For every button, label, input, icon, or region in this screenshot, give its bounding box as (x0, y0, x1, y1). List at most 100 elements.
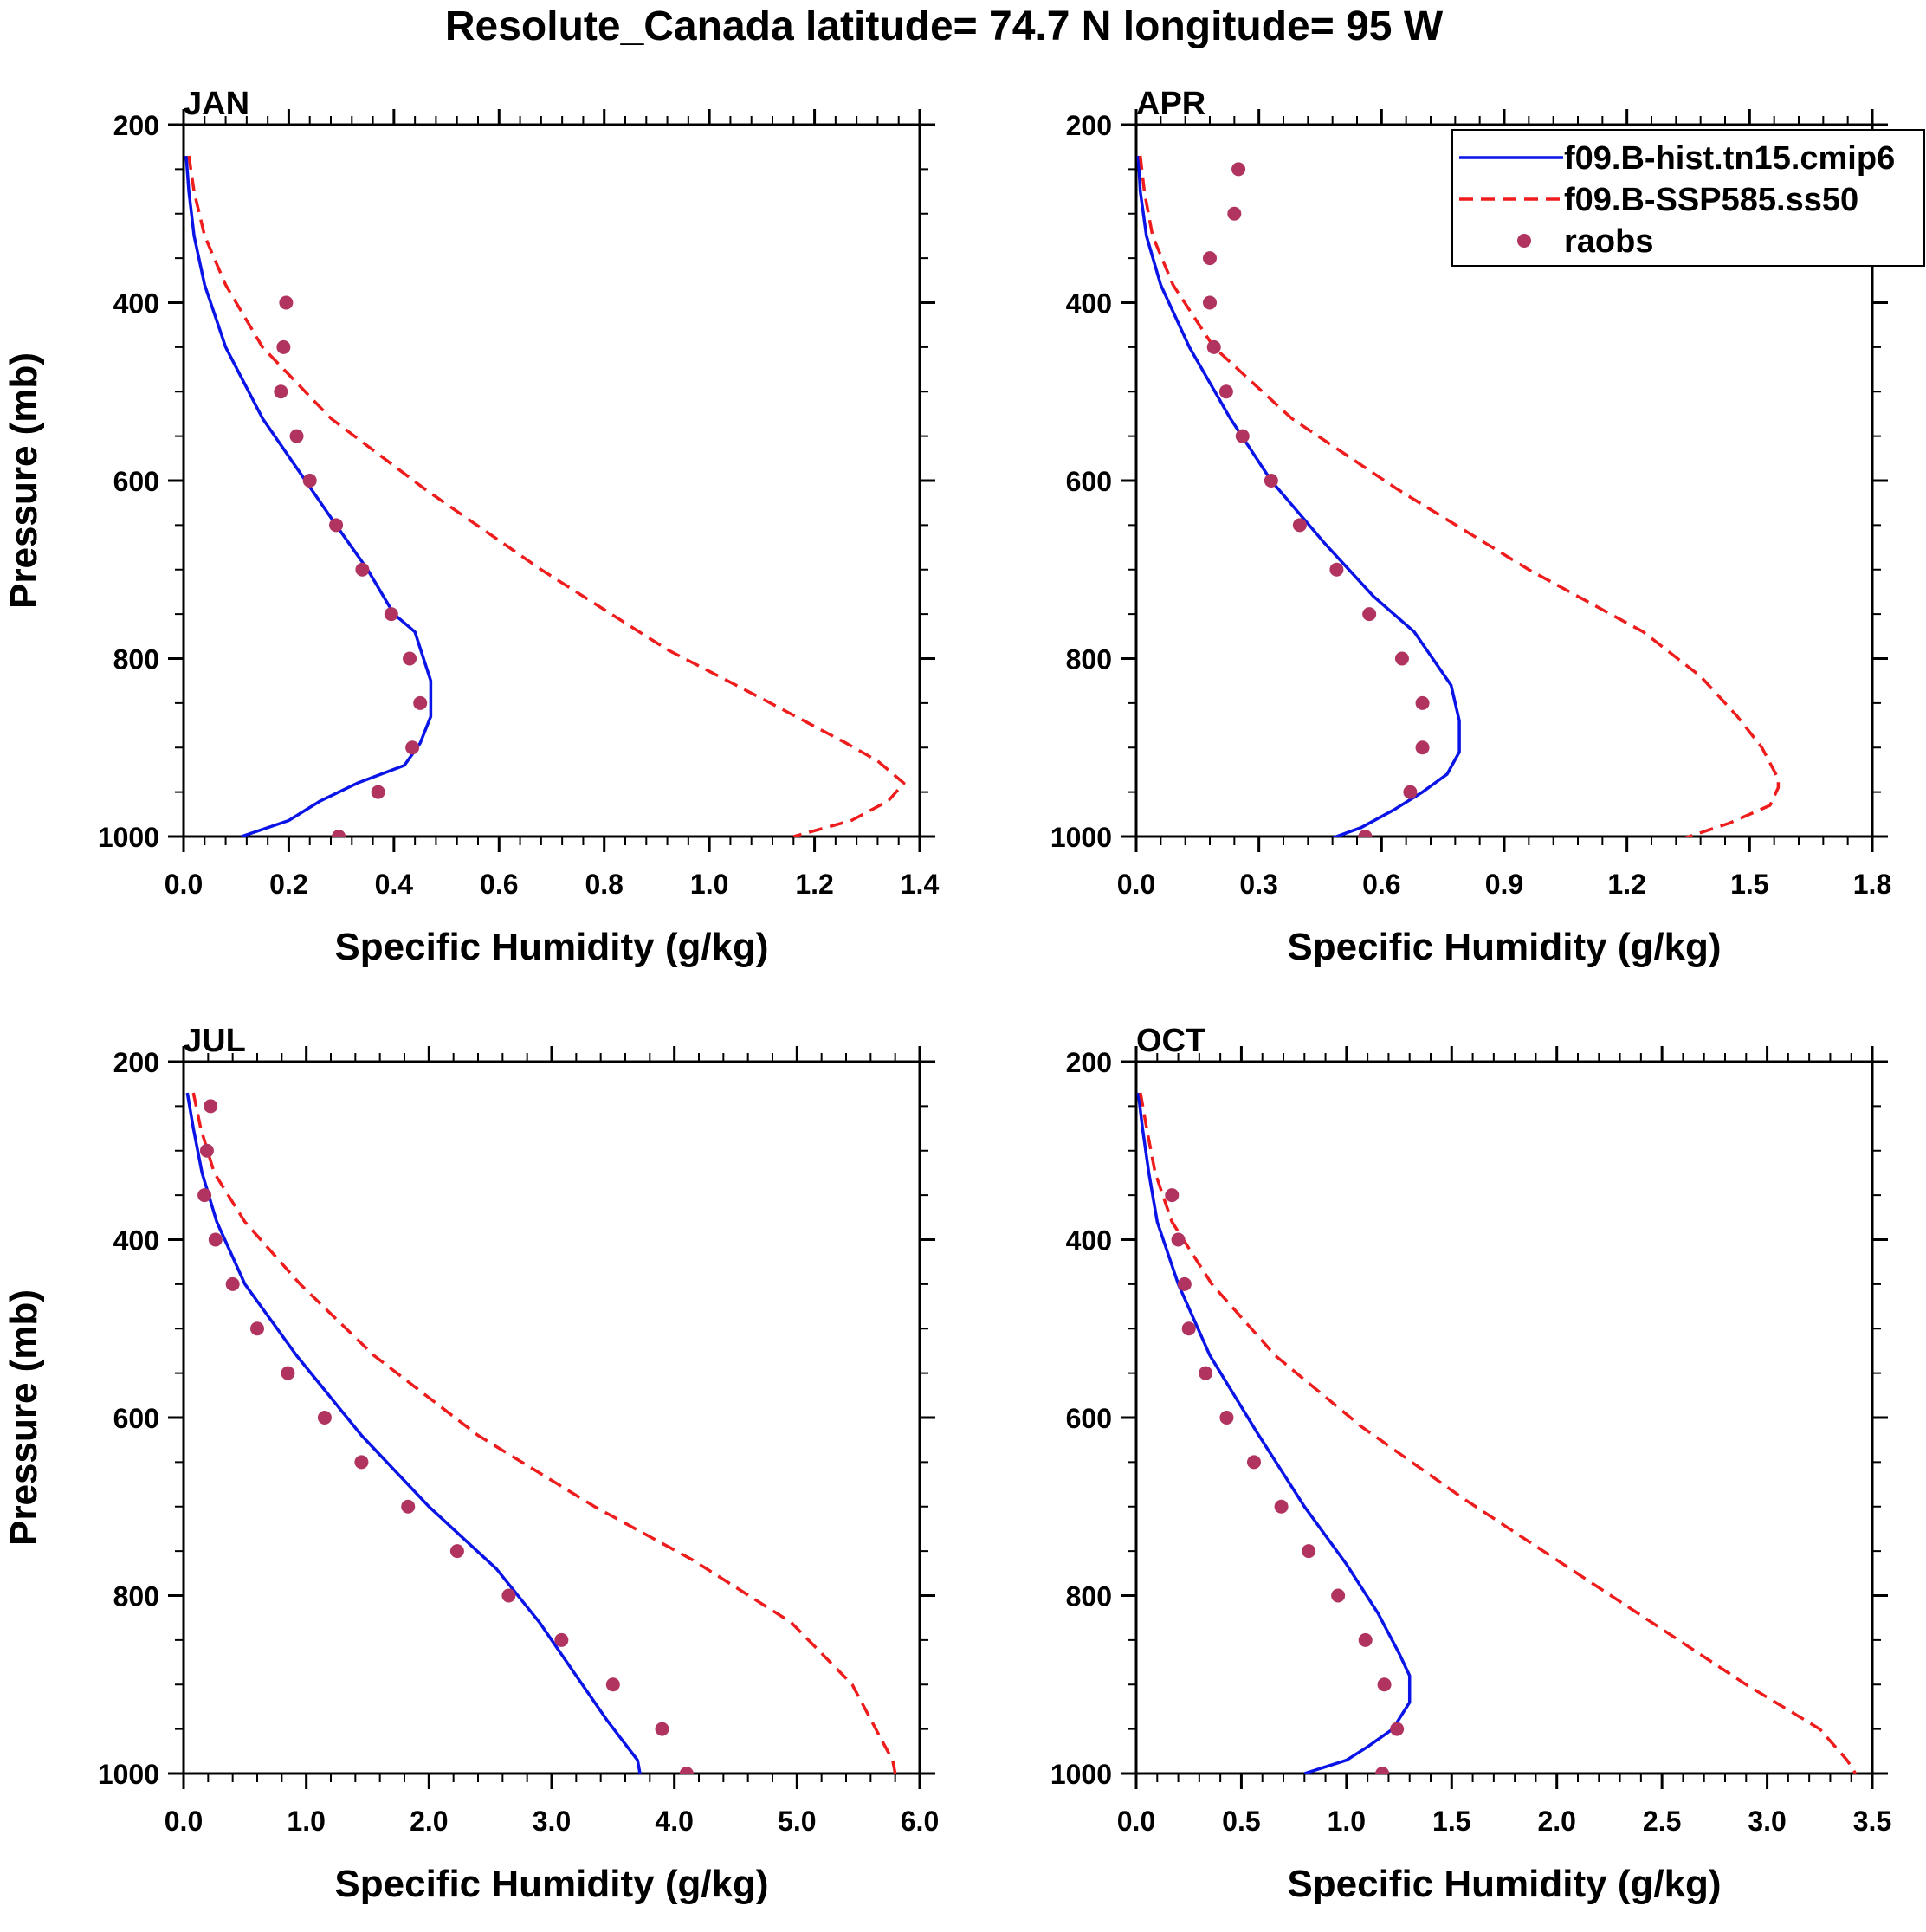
panel-title: OCT (1136, 1023, 1205, 1059)
raobs-point (371, 785, 385, 799)
y-tick-label: 1000 (1050, 1759, 1112, 1790)
ssp-line (191, 1092, 897, 1774)
raobs-point (355, 562, 370, 577)
ssp-line (1138, 155, 1781, 837)
hist-line (1136, 1092, 1412, 1774)
x-tick-label: 0.3 (1239, 869, 1277, 900)
y-tick-label: 400 (113, 288, 159, 320)
x-tick-label: 1.2 (1607, 869, 1645, 900)
raobs-point (501, 1588, 516, 1603)
x-tick-label: 0.8 (585, 869, 623, 900)
raobs-point (1203, 295, 1217, 310)
raobs-point (1358, 1632, 1373, 1647)
x-tick-label: 2.0 (410, 1806, 448, 1837)
legend-label-hist: f09.B-hist.tn15.cmip6 (1564, 140, 1895, 177)
x-tick-label: 0.6 (480, 869, 518, 900)
y-tick-label: 1000 (98, 1759, 159, 1790)
plot-frame (182, 1060, 921, 1775)
x-tick-label: 1.2 (795, 869, 833, 900)
x-tick-label: 4.0 (655, 1806, 693, 1837)
raobs-point (413, 695, 428, 710)
y-tick-label: 800 (113, 644, 159, 675)
legend-label-ssp: f09.B-SSP585.ss50 (1564, 182, 1858, 218)
x-tick-label: 2.5 (1643, 1806, 1681, 1837)
hist-line (1136, 155, 1461, 837)
x-tick-label: 3.0 (1748, 1806, 1786, 1837)
hist-line (184, 155, 433, 837)
x-tick-label: 0.6 (1362, 869, 1400, 900)
raobs-point (250, 1321, 264, 1336)
raobs-point (1377, 1677, 1392, 1692)
raobs-point (405, 740, 420, 755)
raobs-point (401, 1499, 416, 1514)
panel-title: JUL (184, 1023, 246, 1059)
y-tick-label: 800 (1066, 1581, 1112, 1612)
x-axis-label: Specific Humidity (g/kg) (1287, 1863, 1721, 1905)
raobs-point (274, 384, 288, 399)
y-tick-label: 400 (1066, 1225, 1112, 1257)
x-tick-label: 1.5 (1730, 869, 1768, 900)
x-tick-label: 1.0 (287, 1806, 325, 1837)
raobs-point (1362, 607, 1377, 622)
raobs-point (276, 339, 291, 354)
raobs-point (225, 1276, 240, 1291)
y-tick-label: 200 (113, 110, 159, 141)
y-tick-label: 1000 (1050, 822, 1112, 853)
panel-jul: JUL 0.0 1.0 2.0 3.0 4.0 5.0 6.0 200 400 600 800 1000… (3, 1023, 939, 1905)
x-tick-label: 0.2 (269, 869, 307, 900)
x-tick-label: 0.9 (1485, 869, 1523, 900)
raobs-point (1375, 1767, 1390, 1774)
raobs-point (279, 295, 294, 310)
x-tick-label: 5.0 (778, 1806, 816, 1837)
y-tick-label: 600 (1066, 1403, 1112, 1434)
raobs-point (1415, 740, 1430, 755)
hist-line (185, 1092, 642, 1774)
raobs-point (1390, 1722, 1405, 1736)
raobs-point (655, 1722, 669, 1736)
raobs-point (1329, 562, 1344, 577)
raobs-point (1171, 1232, 1186, 1247)
raobs-point (679, 1767, 694, 1774)
x-tick-label: 1.0 (1328, 1806, 1366, 1837)
raobs-point (317, 1411, 332, 1425)
legend-label-raobs: raobs (1564, 223, 1653, 260)
raobs-point (1331, 1588, 1346, 1603)
x-tick-label: 6.0 (901, 1806, 939, 1837)
y-tick-label: 400 (113, 1225, 159, 1257)
raobs-point (208, 1232, 223, 1247)
y-tick-label: 200 (113, 1047, 159, 1078)
x-tick-label: 0.4 (375, 869, 414, 900)
raobs-point (1219, 1411, 1234, 1425)
raobs-point (354, 1455, 369, 1470)
raobs-point (1358, 830, 1373, 837)
raobs-point (1415, 695, 1430, 710)
raobs-point (1235, 429, 1250, 443)
x-tick-label: 3.5 (1853, 1806, 1891, 1837)
raobs-point (605, 1677, 620, 1692)
raobs-point (197, 1188, 212, 1203)
raobs-point (1227, 206, 1242, 221)
raobs-point (1206, 339, 1221, 354)
y-tick-label: 400 (1066, 288, 1112, 320)
x-axis-label: Specific Humidity (g/kg) (334, 926, 768, 968)
raobs-point (384, 607, 398, 622)
x-tick-label: 1.0 (690, 869, 728, 900)
y-tick-label: 800 (113, 1581, 159, 1612)
raobs-point (1247, 1455, 1261, 1470)
ssp-line (1139, 1092, 1858, 1774)
panel-oct: OCT 0.0 0.5 1.0 1.5 2.0 2.5 3.0 3.5 200 400 600 800 1… (3, 1023, 1891, 1905)
raobs-point (449, 1544, 464, 1559)
x-tick-label: 2.0 (1537, 1806, 1575, 1837)
legend: f09.B-hist.tn15.cmip6 f09.B-SSP585.ss50 ra… (1451, 129, 1925, 267)
raobs-point (1264, 474, 1278, 488)
panel-apr: APR 0.0 0.3 0.6 0.9 1.2 1.5 1.8 200 400 600 800 1000… (3, 86, 1891, 968)
raobs-point (329, 518, 344, 533)
x-tick-label: 0.0 (165, 1806, 203, 1837)
x-tick-label: 1.5 (1432, 1806, 1470, 1837)
raobs-point (1403, 785, 1418, 799)
x-tick-label: 0.0 (1117, 869, 1155, 900)
y-tick-label: 800 (1066, 644, 1112, 675)
raobs-point (1231, 162, 1246, 177)
x-axis-label: Specific Humidity (g/kg) (334, 1863, 768, 1905)
